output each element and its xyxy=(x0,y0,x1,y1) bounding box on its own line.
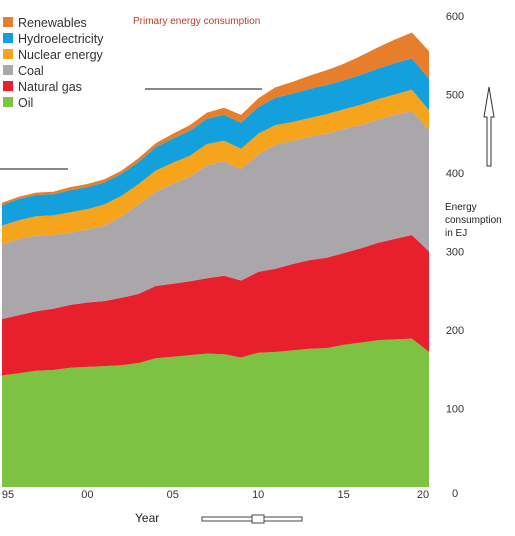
y-tick-label: 600 xyxy=(446,11,464,23)
legend-label: Nuclear energy xyxy=(18,48,104,62)
x-axis-label: Year xyxy=(135,511,159,525)
y-axis-label-line: Energy xyxy=(445,202,477,213)
legend-label: Natural gas xyxy=(18,80,82,94)
y-axis-label: Energy consumption in EJ xyxy=(445,202,502,239)
y-axis-label-line: in EJ xyxy=(445,228,467,239)
x-tick-label: 00 xyxy=(81,489,93,501)
legend-swatch xyxy=(3,49,13,59)
legend-label: Renewables xyxy=(18,16,87,30)
legend-swatch xyxy=(3,17,13,27)
legend-label: Hydroelectricity xyxy=(18,32,104,46)
chart-title: Primary energy consumption xyxy=(133,16,260,27)
x-tick-label: 15 xyxy=(337,489,349,501)
y-axis-label-line: consumption xyxy=(445,215,502,226)
y-tick-label: 500 xyxy=(446,90,464,102)
up-arrow-icon xyxy=(483,86,495,167)
area-series-group xyxy=(2,32,429,487)
legend-swatch xyxy=(3,33,13,43)
area-coal xyxy=(2,111,429,319)
y-tick-label: 400 xyxy=(446,168,464,180)
y-tick-label: 100 xyxy=(446,404,464,416)
legend-label: Coal xyxy=(18,64,44,78)
legend-swatch xyxy=(3,65,13,75)
legend-swatch xyxy=(3,97,13,107)
area-hydroelectricity xyxy=(2,58,429,226)
y-tick-label: 0 xyxy=(452,488,458,500)
slider-arrow-icon xyxy=(201,514,303,524)
y-axis-ticks: 0 100 200 300 400 500 600 xyxy=(446,11,464,500)
y-tick-label: 200 xyxy=(446,325,464,337)
area-natural-gas xyxy=(2,235,429,376)
legend: Renewables Hydroelectricity Nuclear energy… xyxy=(3,16,104,110)
x-tick-label: 20 xyxy=(417,489,429,501)
y-tick-label: 300 xyxy=(446,247,464,259)
area-renewables xyxy=(2,32,429,206)
x-tick-label: 10 xyxy=(252,489,264,501)
legend-swatch xyxy=(3,81,13,91)
reference-lines xyxy=(0,88,262,170)
area-oil xyxy=(2,338,429,487)
x-tick-label: 05 xyxy=(167,489,179,501)
x-tick-label: 95 xyxy=(2,489,14,501)
area-nuclear-energy xyxy=(2,89,429,245)
x-axis-ticks: 95 00 05 10 15 20 xyxy=(2,489,429,501)
legend-label: Oil xyxy=(18,96,33,110)
